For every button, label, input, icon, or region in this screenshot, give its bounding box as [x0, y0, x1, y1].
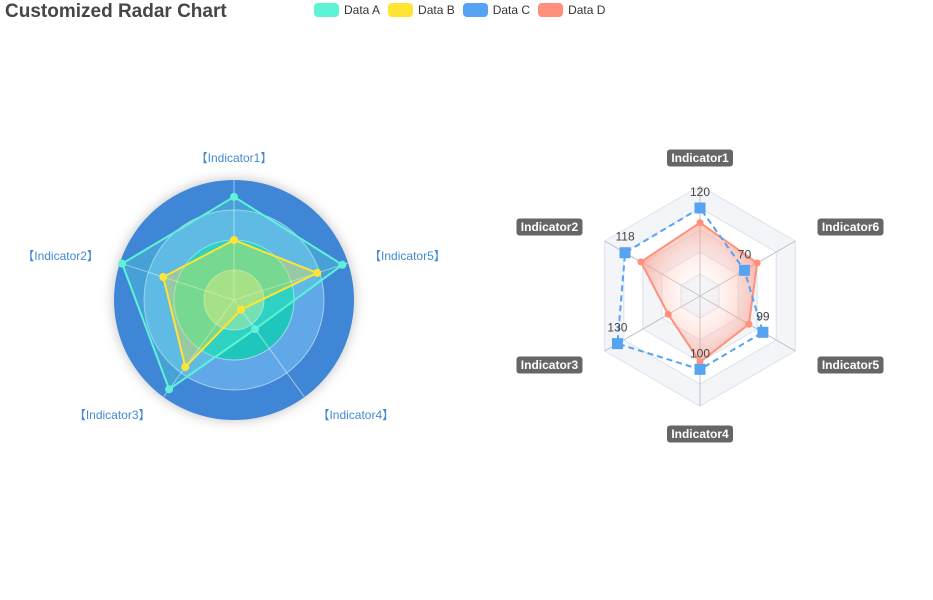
data-label: 130 — [607, 321, 627, 335]
indicator-label-bg — [667, 425, 733, 443]
indicator-label-bg — [817, 218, 884, 236]
indicator-label: 【Indicator1】 — [196, 151, 273, 165]
data-label: 120 — [690, 185, 710, 199]
series-point — [159, 273, 168, 282]
series-point — [338, 260, 347, 269]
indicator-label-text: Indicator2 — [521, 220, 579, 234]
radar-axis-line — [119, 262, 235, 301]
series-point — [696, 219, 704, 227]
legend: Data A Data B Data C Data D — [314, 3, 605, 17]
radar-chart-left: 【Indicator1】【Indicator2】【Indicator3】 【Ind… — [22, 151, 446, 422]
series-point — [181, 362, 190, 371]
series-point — [313, 268, 322, 277]
indicator-label: 【Indicator2】 — [22, 249, 99, 263]
series-point — [637, 258, 645, 266]
legend-swatch-icon — [462, 3, 488, 17]
series-point — [230, 236, 238, 244]
indicator-label-text: Indicator3 — [521, 358, 579, 372]
indicator-label: Indicator1 — [667, 149, 733, 167]
legend-label: Data C — [492, 3, 531, 17]
legend-swatch-icon — [388, 3, 414, 17]
indicator-label-text: Indicator4 — [671, 427, 729, 441]
data-label: 118 — [615, 230, 634, 244]
indicator-label-text: Indicator5 — [822, 358, 880, 372]
legend-label: Data A — [344, 3, 381, 17]
indicator-label-bg — [667, 149, 733, 167]
legend-item-data-d[interactable]: Data D — [538, 3, 605, 17]
indicator-label: Indicator3 — [516, 356, 583, 374]
series-point — [753, 259, 761, 267]
series-area-data-a — [120, 195, 345, 391]
indicator-label-bg — [516, 218, 583, 236]
data-label: 70 — [738, 247, 752, 261]
series-point — [694, 363, 706, 375]
series-point — [118, 259, 127, 268]
indicator-label: Indicator5 — [817, 356, 884, 374]
indicator-label: 【Indicator4】 — [317, 408, 394, 422]
series-point — [619, 247, 631, 259]
legend-label: Data D — [568, 3, 606, 17]
series-point — [757, 326, 769, 338]
series-point — [696, 358, 704, 366]
indicator-label-bg — [516, 356, 583, 374]
data-label: 100 — [690, 346, 710, 360]
indicator-label: Indicator4 — [667, 425, 733, 443]
series-point — [611, 338, 623, 350]
chart-title: Customized Radar Chart — [5, 1, 227, 22]
series-point — [165, 385, 174, 394]
series-point — [664, 310, 672, 318]
radar-axis-line — [233, 262, 349, 301]
series-point — [251, 325, 260, 334]
series-area-data-b — [162, 238, 320, 369]
indicator-label-text: Indicator6 — [822, 220, 880, 234]
indicator-label: 【Indicator5】 — [369, 249, 446, 263]
series-point — [237, 305, 246, 314]
series-point — [738, 264, 750, 276]
legend-swatch-icon — [538, 3, 564, 17]
data-label: 99 — [756, 309, 770, 323]
legend-item-data-a[interactable]: Data A — [314, 3, 380, 17]
legend-swatch-icon — [314, 3, 339, 17]
legend-label: Data B — [418, 3, 455, 17]
legend-item-data-b[interactable]: Data B — [388, 3, 455, 17]
radar-axis-line — [233, 299, 305, 398]
indicator-label: Indicator6 — [817, 218, 884, 236]
radar-chart-right: 120 118 130 100 99 70 Indicator1 Indicator2 Indi… — [516, 149, 884, 443]
series-point — [694, 202, 706, 214]
series-point — [745, 320, 753, 328]
radar-axis-line — [163, 299, 235, 398]
indicator-label-text: Indicator1 — [671, 151, 729, 165]
indicator-label: 【Indicator3】 — [74, 408, 151, 422]
indicator-label: Indicator2 — [516, 218, 583, 236]
indicator-label-bg — [817, 356, 884, 374]
legend-item-data-c[interactable]: Data C — [462, 3, 531, 17]
series-point — [230, 192, 238, 201]
